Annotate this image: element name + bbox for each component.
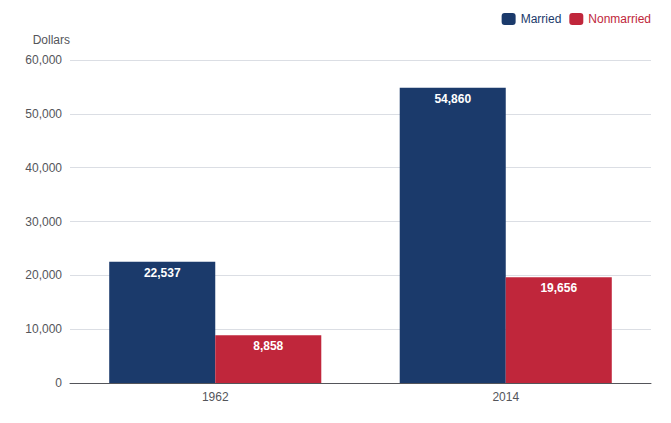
svg-text:40,000: 40,000: [25, 161, 62, 175]
svg-text:50,000: 50,000: [25, 107, 62, 121]
svg-text:30,000: 30,000: [25, 215, 62, 229]
svg-text:2014: 2014: [492, 390, 519, 404]
svg-text:1962: 1962: [202, 390, 229, 404]
svg-text:0: 0: [55, 376, 62, 390]
svg-text:22,537: 22,537: [144, 266, 181, 280]
svg-text:Nonmarried: Nonmarried: [588, 12, 651, 26]
svg-text:54,860: 54,860: [434, 92, 471, 106]
svg-text:20,000: 20,000: [25, 268, 62, 282]
svg-text:60,000: 60,000: [25, 53, 62, 67]
svg-text:10,000: 10,000: [25, 322, 62, 336]
svg-text:8,858: 8,858: [253, 339, 283, 353]
svg-text:Dollars: Dollars: [33, 33, 70, 47]
svg-text:Married: Married: [521, 12, 562, 26]
svg-text:19,656: 19,656: [540, 281, 577, 295]
